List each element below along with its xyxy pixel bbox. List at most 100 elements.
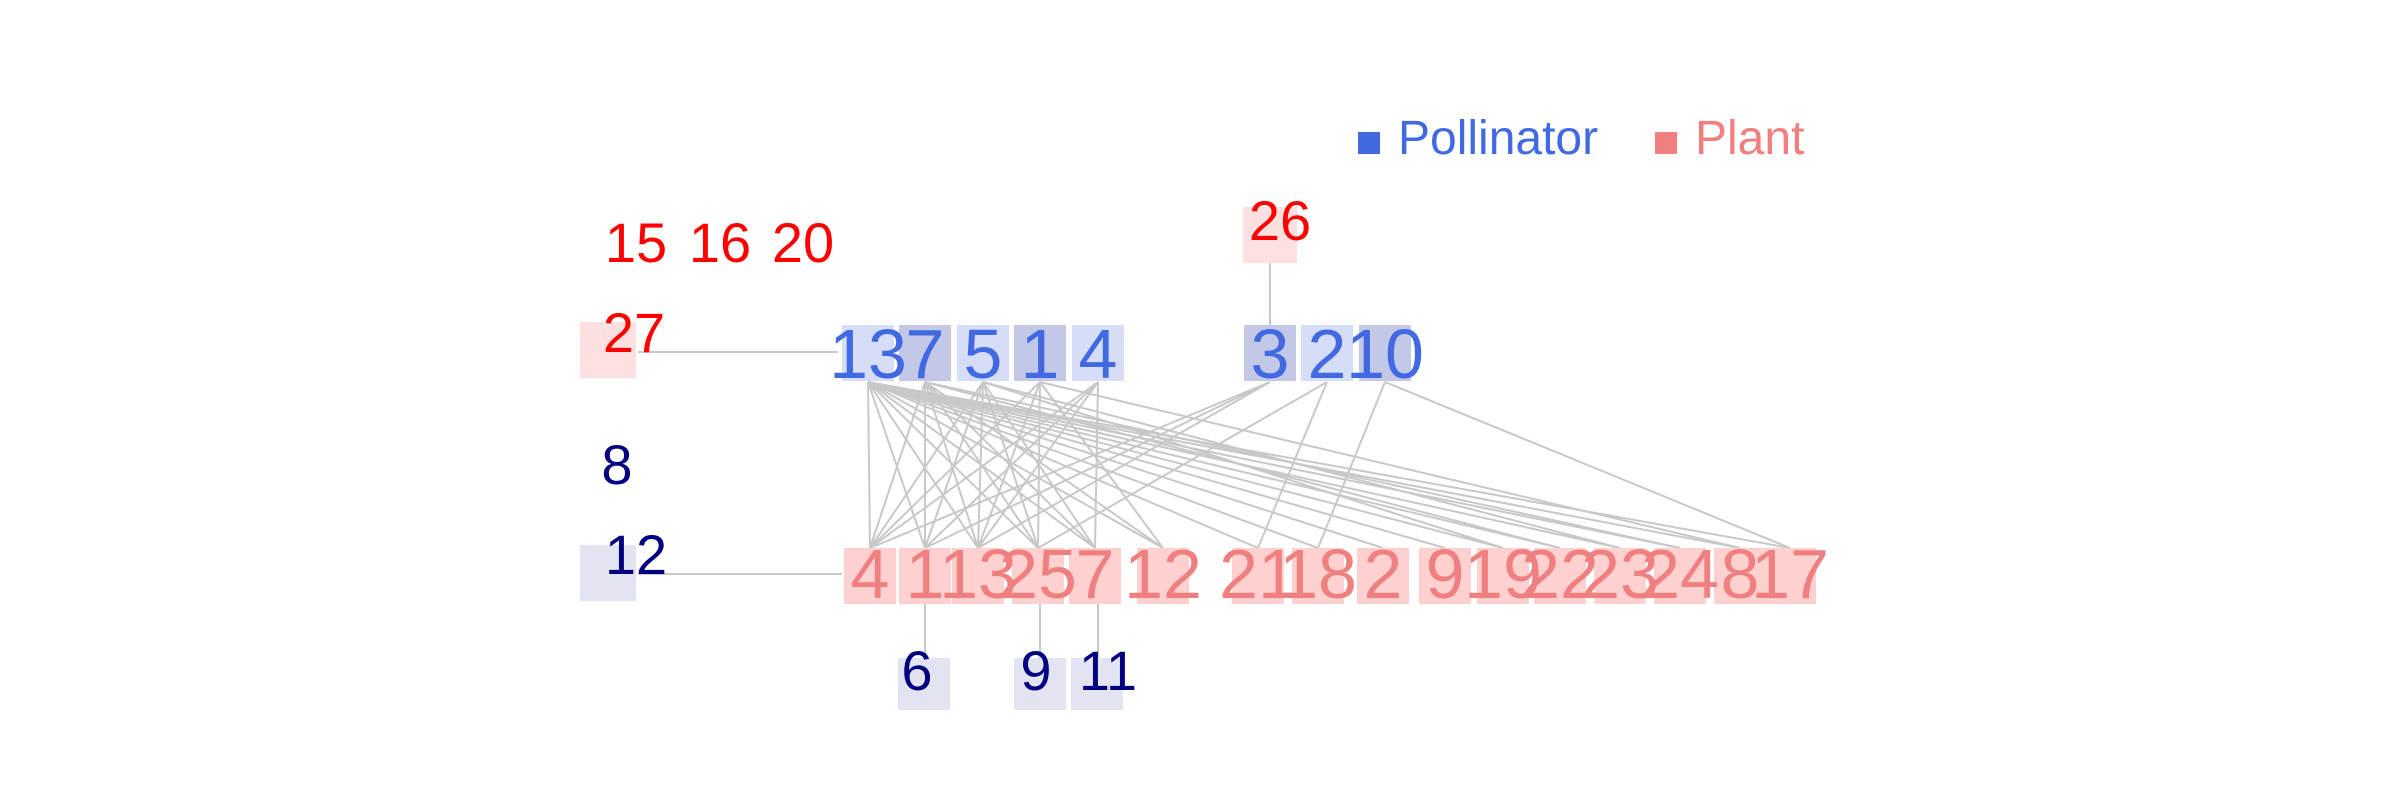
- plant-box-24: [1654, 548, 1706, 604]
- plant-box-1: [899, 548, 951, 604]
- edge-pollinator-3-plant-13: [977, 381, 1271, 549]
- pollinator-box-9: [1014, 658, 1066, 710]
- edge-pollinator-4-plant-4: [869, 381, 1099, 549]
- plant-node-18: 18: [1279, 535, 1357, 613]
- plant-node-12: 12: [1124, 535, 1202, 613]
- plant-box-12: [1137, 548, 1189, 604]
- edge-pollinator-10-plant-17: [1384, 381, 1791, 549]
- plant-node-4: 4: [851, 535, 890, 613]
- plant-box-13: [952, 548, 1004, 604]
- edge-pollinator-1-plant-4: [869, 381, 1041, 549]
- pollinator-node-5: 5: [964, 315, 1003, 393]
- node-highlights-layer: [580, 207, 1816, 710]
- plant-box-8: [1714, 548, 1766, 604]
- plant-node-9: 9: [1426, 535, 1465, 613]
- pollinator-box-4: [1072, 325, 1124, 381]
- pollinator-box-13: [842, 325, 894, 381]
- pollinator-node-9: 9: [1020, 639, 1051, 702]
- plant-box-17: [1764, 548, 1816, 604]
- pollinator-node-1: 1: [1021, 315, 1060, 393]
- plant-box-4: [844, 548, 896, 604]
- plant-node-13: 13: [939, 535, 1017, 613]
- plant-node-25: 25: [999, 535, 1077, 613]
- plant-node-26: 26: [1249, 189, 1311, 252]
- plant-box-2: [1357, 548, 1409, 604]
- edge-pollinator-13-plant-12: [867, 381, 1164, 549]
- plant-node-2: 2: [1364, 535, 1403, 613]
- edge-pollinator-5-plant-4: [869, 381, 984, 549]
- edge-pollinator-13-plant-19: [867, 381, 1504, 549]
- plant-box-22: [1534, 548, 1586, 604]
- pollinator-node-2: 2: [1308, 315, 1347, 393]
- pollinator-node-13: 13: [829, 315, 907, 393]
- pollinator-box-3: [1244, 325, 1296, 381]
- edge-pollinator-10-plant-18: [1317, 381, 1386, 549]
- edge-pollinator-13-plant-22: [867, 381, 1561, 549]
- pollinator-node-12: 12: [605, 523, 667, 586]
- pollinator-box-1: [1014, 325, 1066, 381]
- pollinator-box-10: [1359, 325, 1411, 381]
- edge-pollinator-1-plant-13: [977, 381, 1041, 549]
- plant-box-9: [1419, 548, 1471, 604]
- edge-pollinator-1-plant-8: [1039, 381, 1741, 549]
- edge-pollinator-2-plant-21: [1257, 381, 1328, 549]
- pollinator-box-2: [1301, 325, 1353, 381]
- pollinator-box-6: [898, 658, 950, 710]
- plant-box-18: [1292, 548, 1344, 604]
- plant-box-26: [1243, 207, 1297, 263]
- pollinator-node-7: 7: [906, 315, 945, 393]
- legend: Pollinator Plant: [1358, 112, 1804, 165]
- edge-pollinator-13-plant-13: [867, 381, 979, 549]
- edge-pollinator-7-plant-4: [869, 381, 926, 549]
- plant-node-22: 22: [1521, 535, 1599, 613]
- plant-node-8: 8: [1721, 535, 1760, 613]
- pollinator-node-8: 8: [601, 433, 632, 496]
- edge-pollinator-3-plant-4: [869, 381, 1271, 549]
- pollinator-box-12: [580, 545, 636, 601]
- plant-box-25: [1012, 548, 1064, 604]
- pollinator-node-10: 10: [1346, 315, 1424, 393]
- plant-box-27: [580, 322, 636, 378]
- legend-label-pollinator: Pollinator: [1398, 112, 1598, 165]
- pollinator-node-11: 11: [1079, 639, 1137, 702]
- plant-box-23: [1594, 548, 1646, 604]
- isolated-plant-node-16: 16: [689, 211, 751, 274]
- pollinator-node-3: 3: [1251, 315, 1290, 393]
- plant-node-24: 24: [1641, 535, 1719, 613]
- plant-node-23: 23: [1581, 535, 1659, 613]
- edge-pollinator-13-plant-17: [867, 381, 1791, 549]
- plant-box-21: [1232, 548, 1284, 604]
- pollinator-node-6: 6: [901, 639, 932, 702]
- plant-node-21: 21: [1219, 535, 1297, 613]
- legend-label-plant: Plant: [1695, 112, 1804, 165]
- edge-pollinator-7-plant-13: [924, 381, 979, 549]
- pollinator-node-4: 4: [1079, 315, 1118, 393]
- edge-pollinator-13-plant-24: [867, 381, 1681, 549]
- pollinator-box-11: [1071, 658, 1123, 710]
- edge-pollinator-4-plant-1: [924, 381, 1099, 549]
- edge-pollinator-4-plant-13: [977, 381, 1099, 549]
- pollinator-box-5: [957, 325, 1009, 381]
- edge-pollinator-13-plant-18: [867, 381, 1319, 549]
- edge-pollinator-5-plant-23: [982, 381, 1621, 549]
- edge-pollinator-5-plant-13: [977, 381, 984, 549]
- legend-swatch-pollinator: [1358, 132, 1380, 154]
- plant-node-27: 27: [603, 301, 665, 364]
- plant-node-17: 17: [1751, 535, 1829, 613]
- plant-node-19: 19: [1464, 535, 1542, 613]
- edge-pollinator-3-plant-1: [924, 381, 1271, 549]
- edge-pollinator-13-plant-4: [867, 381, 871, 549]
- isolated-plant-node-20: 20: [772, 211, 834, 274]
- plant-node-1: 1: [906, 535, 945, 613]
- plant-box-19: [1477, 548, 1529, 604]
- isolated-plant-node-15: 15: [605, 211, 667, 274]
- plant-box-7: [1069, 548, 1121, 604]
- edge-pollinator-2-plant-25: [1037, 381, 1328, 549]
- plant-node-7: 7: [1076, 535, 1115, 613]
- pollinator-box-7: [899, 325, 951, 381]
- edges-layer: [638, 262, 1791, 660]
- legend-swatch-plant: [1655, 132, 1677, 154]
